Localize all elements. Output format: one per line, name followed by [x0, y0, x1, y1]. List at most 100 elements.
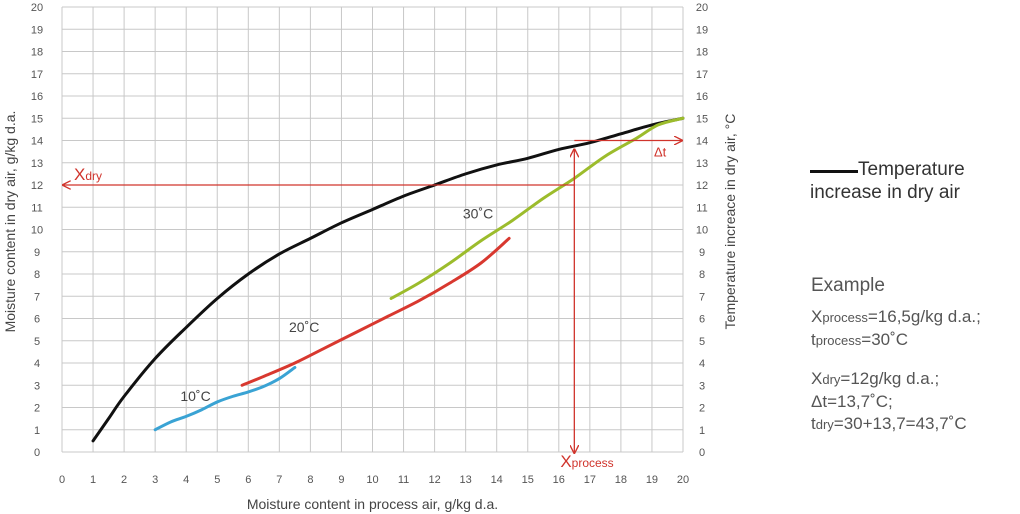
y2-axis-title: Temperature increace in dry air, °C: [722, 114, 738, 330]
example-t-dry: tdry=30+13,7=43,7˚C: [811, 413, 1020, 436]
y2-tick-label: 20: [696, 2, 708, 14]
x-tick-label: 17: [584, 474, 596, 486]
example-t-dry-sub: dry: [815, 417, 834, 432]
example-x-process: Xprocess=16,5g/kg d.a.;: [811, 306, 1020, 329]
example-t-dry-value: =30+13,7=43,7˚C: [833, 414, 967, 433]
x-tick-label: 2: [121, 474, 127, 486]
example-x-dry: Xdry=12g/kg d.a.;: [811, 368, 1020, 391]
y2-tick-label: 1: [699, 425, 705, 437]
example-construction-lines: [63, 141, 682, 454]
legend-label-line2: increase in dry air: [810, 182, 960, 203]
y-tick-label: 12: [31, 180, 43, 192]
series-line-0: [91, 116, 685, 443]
x-tick-label: 18: [615, 474, 627, 486]
example-x-dry-value: =12g/kg d.a.;: [840, 369, 940, 388]
y-tick-label: 3: [34, 380, 40, 392]
x-process-label: Xprocess: [560, 452, 613, 471]
y2-tick-label: 6: [699, 314, 705, 326]
y-tick-label: 20: [31, 2, 43, 14]
x-tick-label: 3: [152, 474, 158, 486]
y2-tick-label: 13: [696, 158, 708, 170]
example-panel: Example Xprocess=16,5g/kg d.a.; tprocess…: [811, 274, 1020, 436]
y-tick-label: 15: [31, 113, 43, 125]
curve-label-2: 30˚C: [463, 205, 493, 221]
y-tick-label: 4: [34, 358, 40, 370]
x-tick-label: 5: [214, 474, 220, 486]
y-tick-label: 0: [34, 447, 40, 459]
x-tick-label: 7: [276, 474, 282, 486]
y-tick-label: 18: [31, 47, 43, 59]
example-x-process-sub: process: [822, 310, 868, 325]
series-line-3: [389, 116, 685, 300]
x-axis-title: Moisture content in process air, g/kg d.…: [247, 496, 498, 512]
y2-tick-label: 4: [699, 358, 705, 370]
x-tick-label: 20: [677, 474, 689, 486]
example-t-process-symbol: t: [811, 330, 816, 349]
y-tick-label: 1: [34, 425, 40, 437]
example-x-dry-sub: dry: [822, 372, 841, 387]
y2-tick-label: 7: [699, 291, 705, 303]
y2-tick-label: 8: [699, 269, 705, 281]
y-tick-label: 8: [34, 269, 40, 281]
series-line-1: [153, 365, 297, 432]
y2-tick-label: 19: [696, 24, 708, 36]
example-t-process-sub: process: [815, 333, 862, 348]
curve-label-1: 20˚C: [289, 319, 319, 335]
example-t-dry-symbol: t: [811, 414, 816, 433]
y2-tick-label: 17: [696, 69, 708, 81]
y-axis-title: Moisture content in dry air, g/kg d.a.: [2, 111, 18, 333]
y-tick-label: 13: [31, 158, 43, 170]
y-tick-label: 5: [34, 336, 40, 348]
y-tick-label: 17: [31, 69, 43, 81]
y2-tick-label: 0: [699, 447, 705, 459]
x-tick-label: 12: [428, 474, 440, 486]
y2-tick-label: 2: [699, 403, 705, 415]
x-tick-label: 19: [646, 474, 658, 486]
y2-tick-label: 10: [696, 225, 708, 237]
y2-tick-label: 3: [699, 380, 705, 392]
curve-label-0: 10˚C: [180, 388, 210, 404]
y2-tick-label: 15: [696, 113, 708, 125]
example-x-process-value: =16,5g/kg d.a.;: [867, 307, 981, 326]
y-tick-label: 14: [31, 136, 43, 148]
y-tick-label: 11: [31, 202, 42, 214]
x-tick-label: 8: [307, 474, 313, 486]
y2-tick-label: 9: [699, 247, 705, 259]
x-tick-label: 4: [183, 474, 189, 486]
y-tick-label: 19: [31, 24, 43, 36]
x-tick-label: 11: [398, 474, 409, 486]
y2-tick-label: 16: [696, 91, 708, 103]
x-tick-label: 9: [338, 474, 344, 486]
x-tick-label: 15: [522, 474, 534, 486]
x-dry-label: Xdry: [74, 165, 102, 184]
y-tick-label: 2: [34, 403, 40, 415]
y2-tick-label: 12: [696, 180, 708, 192]
example-title: Example: [811, 275, 885, 296]
y2-tick-label: 5: [699, 336, 705, 348]
legend-label-line1: Temperature: [858, 159, 965, 180]
x-tick-label: 6: [245, 474, 251, 486]
example-t-process-value: =30˚C: [861, 330, 909, 349]
y2-tick-label: 14: [696, 136, 708, 148]
legend-line-swatch: [810, 170, 858, 173]
y-tick-label: 7: [34, 291, 40, 303]
x-tick-label: 13: [460, 474, 472, 486]
y-tick-label: 9: [34, 247, 40, 259]
x-tick-label: 16: [553, 474, 565, 486]
x-tick-label: 14: [491, 474, 503, 486]
x-tick-label: 0: [59, 474, 65, 486]
example-delta-t: Δt=13,7˚C;: [811, 392, 893, 411]
example-x-dry-symbol: X: [811, 369, 823, 388]
delta-t-label: Δt: [654, 145, 667, 160]
example-t-process: tprocess=30˚C: [811, 329, 1020, 352]
y2-tick-label: 18: [696, 47, 708, 59]
y-tick-label: 16: [31, 91, 43, 103]
moisture-temperature-chart: 0 1 2 3 4 5 6 7 8 9 10 11 12 13 14 15 16 17 18 19 200 01 12 23 3…: [2, 2, 738, 512]
x-tick-label: 1: [90, 474, 96, 486]
tick-labels: 0 1 2 3 4 5 6 7 8 9 10 11 12 13 14 15 16 17 18 19 200 01 12 23 3…: [31, 2, 708, 486]
y-tick-label: 10: [31, 225, 43, 237]
y2-tick-label: 11: [696, 202, 707, 214]
series-line-2: [240, 236, 511, 387]
series-curves: [91, 116, 685, 443]
y-tick-label: 6: [34, 314, 40, 326]
